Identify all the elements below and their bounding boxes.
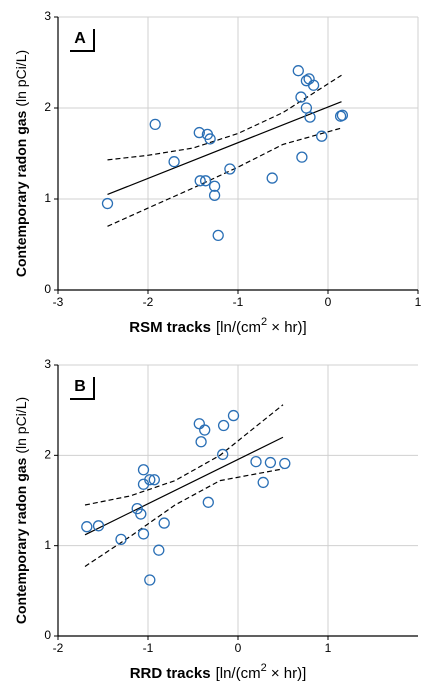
data-point: [257, 476, 269, 489]
fit-line: [84, 436, 284, 536]
x-axis-unit-sup: 2: [261, 316, 267, 328]
y-tick-label: 2: [44, 448, 51, 462]
x-tick-label: 0: [235, 641, 242, 655]
x-tick-label: -2: [143, 295, 154, 309]
data-point: [137, 528, 150, 540]
data-point: [266, 172, 278, 184]
x-tick-label: -2: [53, 641, 64, 655]
x-axis-title: RSM tracks: [129, 319, 211, 336]
x-tick-label: 1: [415, 295, 421, 309]
x-axis-label: RSM tracks [ln/(cm2 × hr)]: [129, 316, 306, 336]
data-point: [194, 175, 206, 187]
data-point: [199, 175, 212, 187]
data-point: [153, 544, 165, 556]
data-point: [204, 133, 216, 145]
data-point: [202, 496, 214, 508]
data-point: [199, 424, 211, 436]
data-point: [292, 65, 304, 77]
data-point: [149, 118, 161, 131]
y-axis-title: Contemporary radon gas: [13, 110, 29, 277]
data-point: [250, 456, 262, 468]
y-axis-label: Contemporary radon gas (ln pCi/L): [13, 50, 29, 277]
data-point: [307, 79, 320, 91]
data-point: [168, 156, 180, 168]
data-point: [336, 109, 349, 121]
data-point: [212, 229, 224, 242]
fit-line: [84, 468, 284, 567]
data-point: [217, 419, 230, 432]
data-point: [217, 448, 229, 461]
data-point: [193, 418, 205, 430]
y-axis-label: Contemporary radon gas (ln pCi/L): [13, 397, 29, 624]
data-point: [137, 464, 150, 476]
x-axis-unit: [ln/(cm: [216, 665, 261, 682]
data-point: [316, 130, 328, 142]
x-axis-title: RRD tracks: [130, 665, 211, 682]
data-point: [158, 517, 170, 529]
y-tick-label: 1: [44, 538, 51, 552]
fit-line: [107, 101, 342, 196]
y-tick-label: 2: [44, 100, 51, 114]
data-point: [101, 197, 114, 210]
panel-label-box: [65, 25, 97, 53]
x-tick-label: -3: [53, 295, 64, 309]
x-axis-unit-end: × hr)]: [267, 319, 307, 336]
data-point: [279, 457, 291, 470]
panel-label-bracket: [70, 29, 95, 52]
data-point: [295, 91, 307, 103]
fit-line: [107, 74, 342, 161]
panel-label-bracket: [70, 377, 95, 400]
panel-label-box: [65, 373, 97, 401]
x-axis-unit: [ln/(cm: [216, 319, 261, 336]
data-point: [224, 163, 236, 175]
y-tick-label: 0: [44, 628, 51, 642]
data-point: [148, 474, 160, 486]
x-axis-label: RRD tracks [ln/(cm2 × hr)]: [130, 662, 307, 682]
data-point: [193, 126, 205, 139]
data-point: [115, 533, 127, 545]
y-tick-label: 3: [44, 357, 51, 371]
data-point: [208, 180, 221, 192]
x-axis-unit-end: × hr)]: [267, 665, 307, 682]
y-tick-label: 1: [44, 191, 51, 205]
y-axis-unit: (ln pCi/L): [13, 50, 29, 107]
x-tick-label: -1: [143, 641, 154, 655]
data-point: [92, 520, 105, 532]
y-tick-label: 3: [44, 9, 51, 23]
fit-line: [107, 127, 342, 227]
data-point: [144, 474, 156, 486]
panel-label: A: [74, 30, 86, 47]
data-point: [144, 574, 156, 586]
x-axis-unit-sup: 2: [261, 662, 267, 674]
data-point: [195, 436, 207, 448]
x-tick-label: 1: [325, 641, 332, 655]
data-point: [81, 521, 93, 533]
y-axis-title: Contemporary radon gas: [13, 457, 29, 624]
panel-label: B: [74, 378, 86, 395]
data-point: [227, 409, 240, 422]
fit-line: [84, 404, 284, 506]
x-tick-label: -1: [233, 295, 244, 309]
data-point: [208, 189, 221, 202]
x-tick-label: 0: [325, 295, 332, 309]
data-point: [304, 111, 316, 123]
data-point: [264, 456, 277, 469]
y-tick-label: 0: [44, 282, 51, 296]
y-axis-unit: (ln pCi/L): [13, 397, 29, 454]
data-point: [296, 151, 308, 163]
data-point: [135, 508, 147, 520]
